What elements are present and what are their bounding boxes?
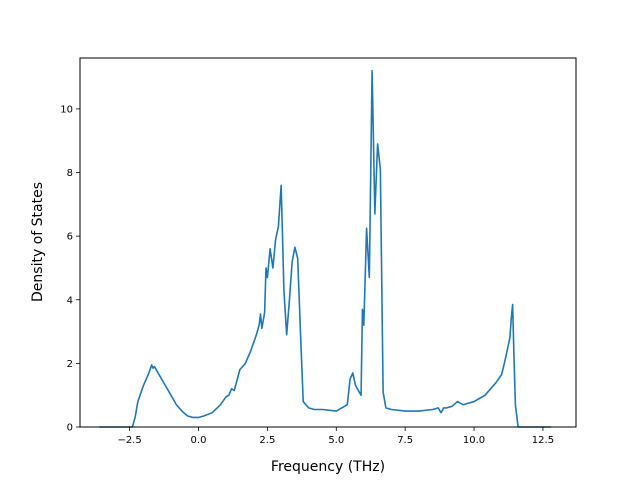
axes-frame (79, 57, 577, 428)
y-tick-label: 10 (60, 104, 73, 115)
x-tick-label: 0.0 (191, 435, 207, 446)
y-axis: 0 2 4 6 8 10 (60, 104, 80, 434)
x-tick-label: −2.5 (117, 435, 141, 446)
y-axis-label: Density of States (30, 182, 46, 302)
x-tick-label: 7.5 (397, 435, 413, 446)
y-tick-label: 4 (67, 295, 73, 306)
x-tick-label: 10.0 (463, 435, 485, 446)
dos-series-line (99, 69, 552, 428)
y-tick-label: 2 (67, 359, 73, 370)
x-tick-label: 2.5 (259, 435, 275, 446)
x-tick-label: 12.5 (532, 435, 554, 446)
x-axis: −2.5 0.0 2.5 5.0 7.5 10.0 12.5 (117, 427, 554, 446)
y-tick-label: 6 (67, 232, 73, 243)
y-tick-label: 8 (67, 168, 73, 179)
x-axis-label: Frequency (THz) (271, 459, 385, 475)
x-tick-label: 5.0 (328, 435, 344, 446)
y-tick-label: 0 (67, 423, 73, 434)
